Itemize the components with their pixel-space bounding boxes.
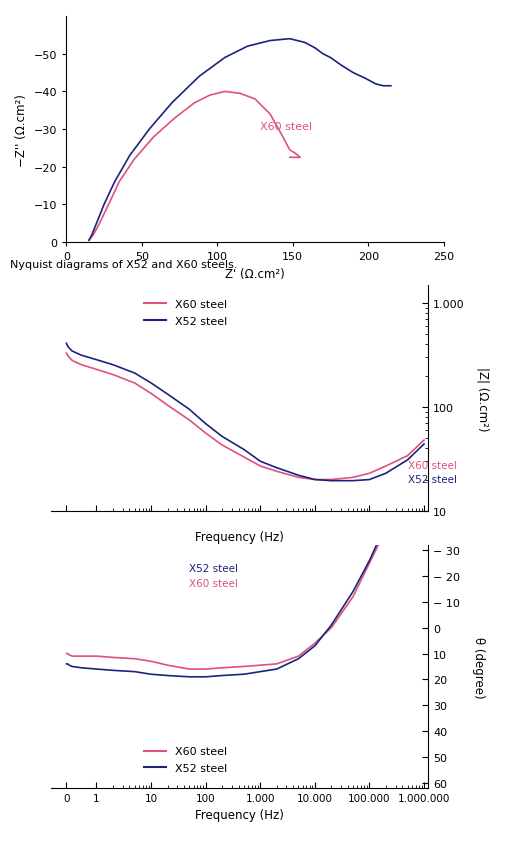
Y-axis label: |Z| (Ω.cm²): |Z| (Ω.cm²) <box>476 366 489 430</box>
Y-axis label: −Z'' (Ω.cm²): −Z'' (Ω.cm²) <box>15 94 28 166</box>
Y-axis label: θ (degree): θ (degree) <box>471 636 484 698</box>
Text: Frequency (Hz): Frequency (Hz) <box>195 530 284 543</box>
Text: X60 steel: X60 steel <box>407 460 456 470</box>
Text: Nyquist diagrams of X52 and X60 steels.: Nyquist diagrams of X52 and X60 steels. <box>10 260 237 270</box>
X-axis label: Frequency (Hz): Frequency (Hz) <box>195 809 284 821</box>
Legend: X60 steel, X52 steel: X60 steel, X52 steel <box>139 296 232 331</box>
Text: X60 steel: X60 steel <box>259 122 311 132</box>
Legend: X60 steel, X52 steel: X60 steel, X52 steel <box>139 742 232 778</box>
Text: X52 steel: X52 steel <box>189 563 238 573</box>
Text: X60 steel: X60 steel <box>189 579 238 589</box>
Text: X52 steel: X52 steel <box>407 475 456 484</box>
X-axis label: Z' (Ω.cm²): Z' (Ω.cm²) <box>224 268 285 280</box>
